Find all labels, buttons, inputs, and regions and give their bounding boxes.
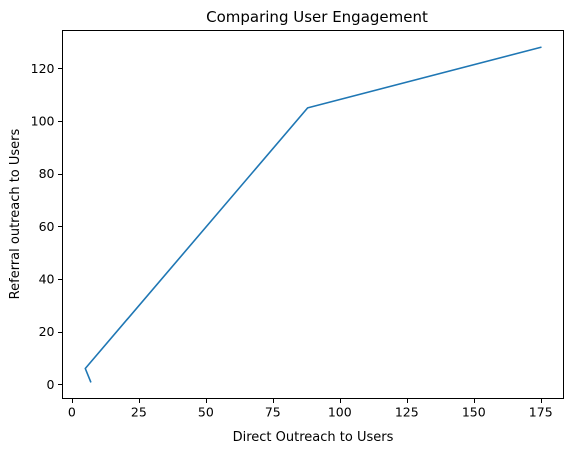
y-tick-label: 120 [31,61,55,76]
chart-title: Comparing User Engagement [206,8,428,26]
y-axis-label: Referral outreach to Users [8,128,23,299]
y-tick-label: 40 [39,271,55,286]
y-tick-label: 60 [39,219,55,234]
x-tick-label: 50 [198,405,214,420]
x-tick-label: 150 [462,405,486,420]
x-tick-label: 175 [529,405,553,420]
x-axis-label: Direct Outreach to Users [233,430,394,445]
x-tick-label: 125 [395,405,419,420]
series-line-1 [84,46,542,383]
y-tick-label: 100 [31,114,55,129]
x-tick-label: 100 [328,405,352,420]
x-tick-label: 75 [265,405,281,420]
x-tick-label: 0 [68,405,76,420]
y-tick-label: 80 [39,166,55,181]
x-axis: 0 25 50 75 100 125 150 175 [68,398,553,420]
y-tick-label: 20 [39,324,55,339]
x-tick-label: 25 [131,405,147,420]
y-axis: 0 20 40 60 80 100 120 [31,61,63,392]
axes-frame [62,30,564,399]
plot-area [84,46,542,383]
y-tick-label: 0 [47,377,55,392]
